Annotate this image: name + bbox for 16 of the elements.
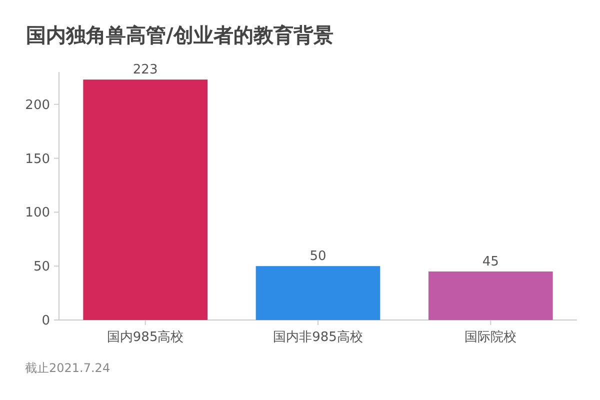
y-tick-label: 0 [42, 314, 50, 329]
x-tick-label: 国内非985高校 [273, 329, 363, 345]
text: 截止2021.7.24 [25, 361, 110, 375]
y-tick-label: 100 [25, 206, 50, 221]
chart-title: 国内独角兽高管/创业者的教育背景 [26, 23, 334, 47]
x-tick-label: 国内985高校 [106, 329, 184, 345]
bar [428, 271, 553, 320]
x-tick-label: 国际院校 [464, 330, 517, 345]
bar [256, 266, 380, 320]
data-label: 50 [310, 249, 326, 264]
data-label: 223 [132, 62, 158, 78]
bar [83, 80, 208, 320]
y-tick-label: 150 [25, 152, 50, 167]
data-label: 45 [482, 254, 499, 270]
y-tick-label: 200 [25, 98, 50, 113]
y-tick-label: 50 [33, 260, 50, 275]
